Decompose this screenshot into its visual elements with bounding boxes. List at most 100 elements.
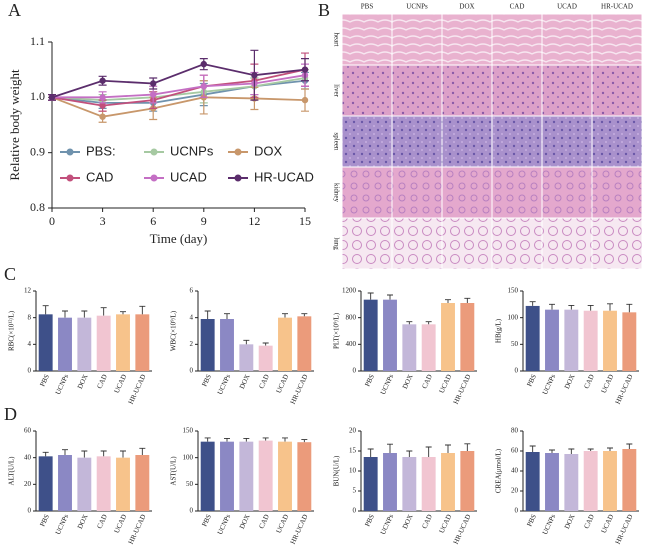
x-tick-label: HR-UCAD — [289, 513, 310, 545]
x-tick-label: 12 — [248, 214, 260, 228]
y-tick-label: 0 — [28, 367, 32, 375]
bar — [220, 319, 234, 371]
histology-image — [442, 218, 492, 269]
error-bar — [367, 292, 374, 300]
histology-image — [342, 167, 392, 218]
histology-image — [542, 14, 592, 65]
y-axis-label: AST(U/L) — [170, 456, 178, 486]
error-bar — [568, 448, 575, 454]
bar — [622, 312, 637, 371]
bar — [383, 453, 397, 511]
histology-image — [592, 167, 642, 218]
error-bar — [224, 438, 230, 442]
error-bar — [568, 304, 575, 310]
series-line — [51, 96, 306, 118]
histology-image — [492, 167, 542, 218]
histology-image — [392, 14, 442, 65]
column-label: CAD — [510, 3, 525, 11]
y-tick-label: 4 — [190, 313, 194, 321]
error-bar — [243, 339, 250, 345]
error-bar — [549, 449, 555, 453]
error-bar — [464, 443, 471, 451]
column-label: DOX — [459, 3, 474, 11]
error-bar — [626, 443, 633, 449]
histology-image — [442, 14, 492, 65]
y-tick-label: 50 — [511, 340, 519, 348]
panel-label: B — [318, 0, 330, 20]
error-bar — [243, 438, 250, 442]
histology-image — [542, 167, 592, 218]
x-tick-label: PBS — [525, 373, 538, 388]
histology-image — [392, 116, 442, 167]
histology-image — [542, 116, 592, 167]
y-tick-label: 5 — [353, 487, 357, 495]
y-tick-label: 100 — [508, 313, 519, 321]
error-bar — [464, 297, 471, 303]
error-bar — [120, 450, 126, 458]
marker — [301, 66, 309, 73]
histology-image — [442, 116, 492, 167]
column-label: HR-UCAD — [601, 3, 633, 11]
bar — [603, 310, 617, 371]
histology-image — [492, 218, 542, 269]
error-bar — [425, 321, 432, 325]
bar — [603, 451, 617, 511]
y-tick-label: 60 — [24, 427, 32, 435]
y-tick-label: 150 — [183, 427, 194, 435]
y-tick-label: 0 — [190, 367, 194, 375]
bar — [421, 324, 436, 371]
bar — [460, 451, 475, 511]
bar — [383, 299, 397, 371]
bar — [564, 309, 579, 371]
bar — [363, 457, 378, 511]
error-bar — [62, 310, 68, 318]
y-tick-label: 0 — [28, 507, 32, 515]
legend-marker — [150, 148, 158, 156]
y-tick-label: 60 — [511, 447, 519, 455]
bar — [297, 442, 312, 511]
error-bar — [607, 303, 613, 311]
x-tick-label: UCNPs — [541, 373, 557, 396]
bar — [200, 441, 215, 511]
error-bar — [367, 448, 374, 457]
histology-image — [592, 65, 642, 116]
bar — [363, 299, 378, 371]
y-tick-label: 15 — [349, 447, 357, 455]
x-tick-label: HR-UCAD — [127, 373, 148, 405]
panel-labels: A B C D — [4, 0, 330, 424]
error-bar — [282, 437, 288, 442]
error-bar — [587, 304, 594, 311]
y-tick-label: 8 — [28, 313, 32, 321]
x-tick-label: UCAD — [600, 513, 616, 534]
error-bar — [387, 443, 393, 453]
legend-marker — [234, 174, 242, 182]
legend-label: UCNPs — [170, 143, 214, 158]
histology-image — [492, 65, 542, 116]
y-tick-label: 100 — [183, 453, 194, 461]
x-tick-label: PBS — [38, 513, 51, 528]
bar — [525, 305, 540, 371]
legend-label: PBS: — [86, 143, 116, 158]
y-axis-label: CREA(μmol/L) — [495, 448, 503, 493]
y-tick-label: 0.9 — [30, 144, 45, 158]
y-tick-label: 40 — [511, 467, 519, 475]
legend-marker — [66, 174, 74, 182]
x-tick-label: UCNPs — [54, 513, 70, 536]
y-tick-label: 1.0 — [30, 89, 45, 103]
bar — [116, 457, 130, 511]
row-label: liver — [332, 84, 340, 97]
bar — [38, 456, 53, 511]
y-tick-label: 20 — [24, 480, 32, 488]
histology-image — [592, 14, 642, 65]
y-tick-label: 0 — [515, 367, 519, 375]
error-bar — [587, 448, 594, 451]
error-bar — [262, 437, 269, 441]
x-tick-label: UCNPs — [216, 373, 232, 396]
error-bar — [406, 321, 413, 325]
y-tick-label: 1200 — [342, 287, 357, 295]
bar — [116, 314, 130, 371]
bar — [421, 457, 436, 511]
y-tick-label: 0 — [190, 507, 194, 515]
error-bar — [406, 450, 413, 457]
error-bar — [224, 313, 230, 319]
